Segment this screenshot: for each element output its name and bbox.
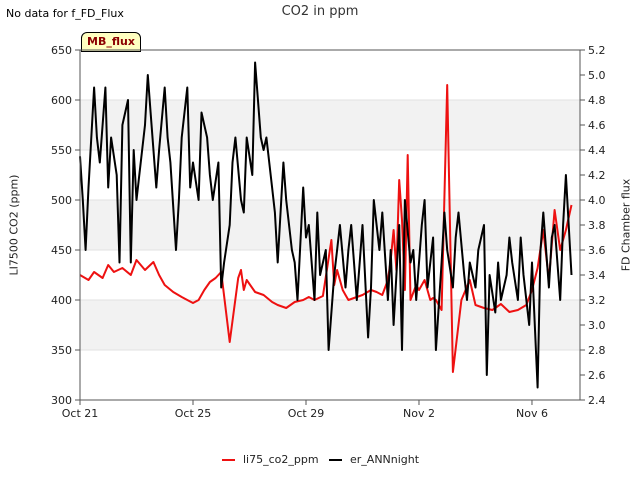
- background-band: [80, 100, 580, 150]
- legend-item-ann[interactable]: er_ANNnight: [329, 453, 419, 466]
- right-tick-label: 3.2: [588, 294, 606, 307]
- legend-label-co2: li75_co2_ppm: [243, 453, 319, 466]
- right-axis: 2.4 2.6 2.8 3.0 3.2 3.4 3.6 3.8 4.0 4.2 4.4 4.6 4.8 5…: [580, 44, 606, 407]
- legend-item-co2[interactable]: li75_co2_ppm: [222, 453, 319, 466]
- right-tick-label: 2.8: [588, 344, 606, 357]
- right-tick-label: 4.8: [588, 94, 606, 107]
- right-tick-label: 4.6: [588, 119, 606, 132]
- background-band: [80, 200, 580, 250]
- left-tick-label: 450: [51, 244, 72, 257]
- legend-label-ann: er_ANNnight: [350, 453, 420, 466]
- left-tick-label: 650: [51, 44, 72, 57]
- x-tick-label: Oct 29: [288, 407, 325, 420]
- x-tick-label: Oct 25: [175, 407, 212, 420]
- right-tick-label: 5.0: [588, 69, 606, 82]
- right-tick-label: 2.4: [588, 394, 606, 407]
- right-tick-label: 4.0: [588, 194, 606, 207]
- left-tick-label: 600: [51, 94, 72, 107]
- right-tick-label: 3.0: [588, 319, 606, 332]
- legend-swatch-ann: [329, 458, 342, 461]
- right-tick-label: 3.8: [588, 219, 606, 232]
- legend-swatch-co2: [222, 458, 235, 461]
- x-tick-label: Nov 6: [516, 407, 548, 420]
- left-tick-label: 350: [51, 344, 72, 357]
- right-tick-label: 5.2: [588, 44, 606, 57]
- no-data-notice: No data for f_FD_Flux: [6, 7, 124, 20]
- series-line-er_ANNnight: [79, 61, 573, 389]
- x-axis: Oct 21 Oct 25 Oct 29 Nov 2 Nov 6: [62, 400, 548, 420]
- right-tick-label: 3.4: [588, 269, 606, 282]
- chart-title: CO2 in ppm: [281, 4, 359, 19]
- right-tick-label: 2.6: [588, 369, 606, 382]
- left-tick-label: 400: [51, 294, 72, 307]
- left-axis: 300 350 400 450 500 550 600 650: [51, 44, 80, 407]
- right-tick-label: 3.6: [588, 244, 606, 257]
- x-tick-label: Nov 2: [403, 407, 435, 420]
- x-tick-label: Oct 21: [62, 407, 99, 420]
- series-line-li75_co2_ppm: [79, 84, 573, 373]
- left-tick-label: 550: [51, 144, 72, 157]
- mb-flux-badge[interactable]: MB_flux: [81, 32, 141, 52]
- right-tick-label: 4.4: [588, 144, 606, 157]
- background-bands: [80, 100, 580, 350]
- left-tick-label: 500: [51, 194, 72, 207]
- left-tick-label: 300: [51, 394, 72, 407]
- series-layer: [79, 61, 573, 389]
- right-tick-label: 4.2: [588, 169, 606, 182]
